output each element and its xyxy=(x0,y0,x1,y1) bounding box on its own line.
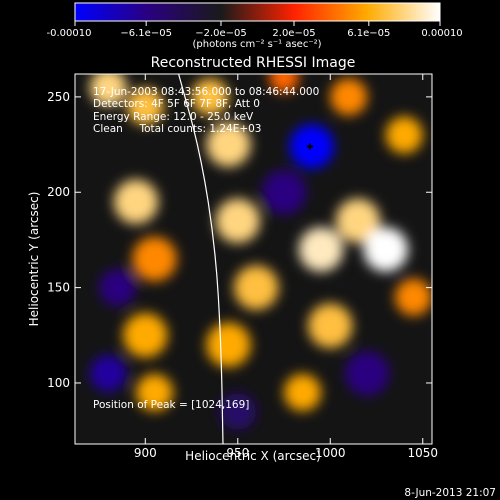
heatmap-blob xyxy=(113,179,159,224)
date-stamp: 8-Jun-2013 21:07 xyxy=(404,487,496,499)
heatmap-blob xyxy=(191,78,229,116)
heatmap-image xyxy=(89,74,432,431)
heatmap-blob xyxy=(308,303,353,348)
x-tick-label: 900 xyxy=(134,446,157,460)
annotations: 17-Jun-2003 08:43:56.000 to 08:46:44.000… xyxy=(93,86,319,411)
x-axis-label: Heliocentric X (arcsec) xyxy=(185,449,321,463)
heatmap-blob xyxy=(345,351,390,396)
colorbar-tick-label: −6.1e−05 xyxy=(120,28,172,39)
heatmap-blob xyxy=(206,122,251,167)
heatmap-blob xyxy=(99,269,137,307)
annotation-energy: Energy Range: 12.0 - 25.0 keV xyxy=(93,111,254,123)
y-tick-label: 250 xyxy=(47,90,70,104)
y-axis-ticks: 100 150 200 250 xyxy=(47,90,432,390)
solar-limb-curve xyxy=(178,74,224,444)
heatmap-blob xyxy=(136,374,174,412)
heatmap-blob xyxy=(215,198,260,244)
chart-title: Reconstructed RHESSI Image xyxy=(151,55,356,71)
colorbar-ticks: -0.00010 −6.1e−05 −2.0e−05 2.0e−05 6.1e−05 0.… xyxy=(47,21,463,39)
colorbar-units: (photons cm⁻² s⁻¹ asec⁻²) xyxy=(192,39,321,50)
heatmap-blob xyxy=(269,74,299,93)
colorbar-tick-label: 6.1e−05 xyxy=(347,28,390,39)
x-axis-ticks: 900 950 1000 1050 xyxy=(134,74,438,460)
x-tick-label: 950 xyxy=(226,446,249,460)
heatmap-blob xyxy=(126,87,164,125)
y-tick-label: 150 xyxy=(47,281,70,295)
colorbar-gradient xyxy=(74,2,441,22)
colorbar-tick-label: 2.0e−05 xyxy=(272,28,315,39)
heatmap-blob xyxy=(89,74,127,106)
annotation-detectors: Detectors: 4F 5F 6F 7F 8F, Att 0 xyxy=(93,98,260,110)
heatmap-blob xyxy=(123,313,168,358)
peak-marker xyxy=(306,143,313,150)
colorbar-tick-label: 0.00010 xyxy=(421,28,462,39)
heatmap-blob xyxy=(132,236,177,282)
colorbar: -0.00010 −6.1e−05 −2.0e−05 2.0e−05 6.1e−05 0.… xyxy=(47,2,463,50)
heatmap-blob xyxy=(234,265,279,310)
heatmap-blob xyxy=(395,278,432,316)
x-tick-label: 1000 xyxy=(315,446,346,460)
plot-frame xyxy=(74,73,433,445)
heatmap-blob xyxy=(363,227,408,272)
heatmap-blob xyxy=(385,116,423,154)
heatmap-blob xyxy=(335,198,381,244)
annotation-clean: Clean Total counts: 1.24E+03 xyxy=(93,123,262,135)
y-tick-label: 200 xyxy=(47,185,70,199)
heatmap-blob xyxy=(89,354,127,392)
annotation-peak-position: Position of Peak = [1024,169] xyxy=(93,399,249,411)
y-axis-label: Heliocentric Y (arcsec) xyxy=(27,192,41,327)
heatmap-blob xyxy=(219,393,257,431)
heatmap-blob xyxy=(330,78,368,116)
x-tick-label: 1050 xyxy=(407,446,438,460)
colorbar-tick-label: -0.00010 xyxy=(47,28,92,39)
heatmap-blob xyxy=(206,322,251,368)
annotation-time-range: 17-Jun-2003 08:43:56.000 to 08:46:44.000 xyxy=(93,86,319,98)
colorbar-tick-label: −2.0e−05 xyxy=(195,28,247,39)
y-tick-label: 100 xyxy=(47,376,70,390)
heatmap-blob xyxy=(284,374,322,412)
heatmap-blob xyxy=(261,170,307,215)
heatmap-blob xyxy=(298,227,344,272)
